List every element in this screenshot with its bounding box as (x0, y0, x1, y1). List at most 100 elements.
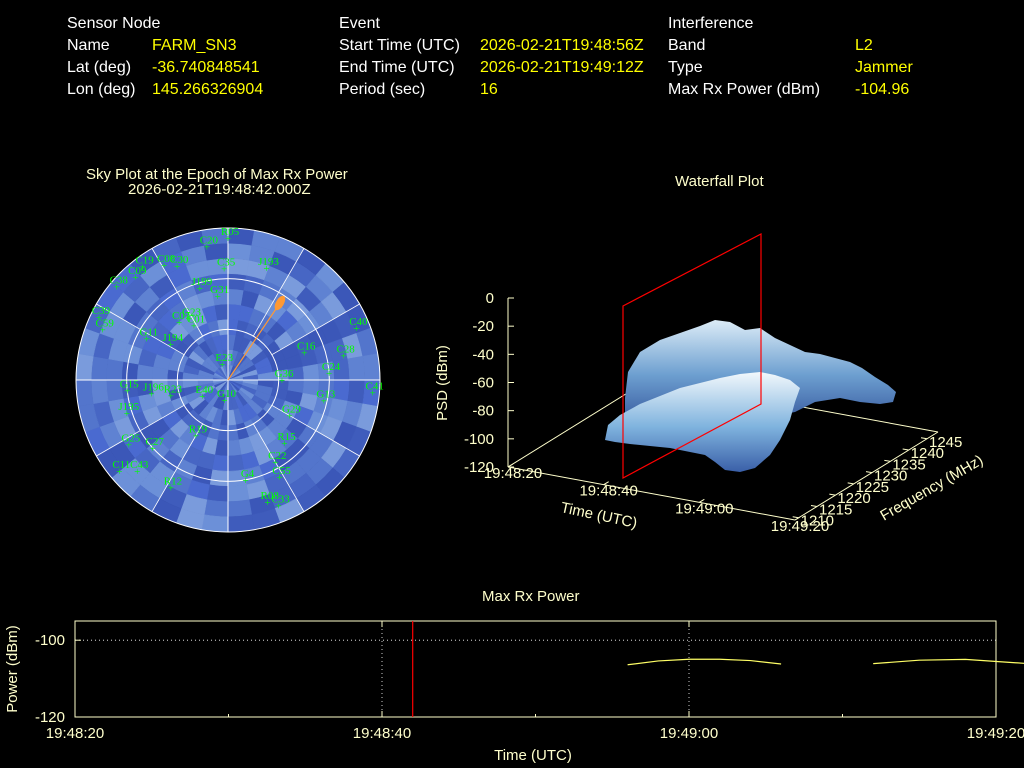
waterfall-time-tick (794, 516, 801, 521)
sky-jammer-marker (274, 295, 286, 311)
sky-satellite-label: G29 (282, 403, 301, 415)
sky-cell (75, 353, 94, 381)
sky-satellite-label: G15 (120, 379, 139, 391)
sensor-node-title: Sensor Node (67, 15, 161, 32)
sky-satellite-plus: + (96, 312, 102, 324)
waterfall-freq-tick-label: 1245 (929, 434, 962, 451)
waterfall-plot: 0-20-40-60-80-100-120 19:48:2019:48:4019… (434, 233, 986, 535)
waterfall-title: Waterfall Plot (675, 173, 764, 190)
sky-cell (362, 353, 381, 381)
interference-band-label: Band (668, 37, 706, 54)
sensor-lat-value: -36.740848541 (152, 59, 260, 76)
sky-satellite-plus: + (168, 339, 174, 351)
waterfall-z-tick-label: -20 (472, 318, 494, 335)
waterfall-time-tick (507, 463, 514, 468)
sky-satellite-plus: + (114, 282, 120, 294)
sky-satellite-plus: + (132, 272, 138, 284)
waterfall-time-ticks: 19:48:20 19:48:40 19:49:00 19:49:20 (484, 463, 829, 535)
sky-satellite-plus: + (204, 242, 210, 254)
sky-satellite-plus: + (168, 482, 174, 494)
waterfall-freq-tick (865, 471, 873, 474)
sky-satellite-plus: + (276, 472, 282, 484)
waterfall-freq-tick (847, 482, 854, 485)
power-y-ticks: -100 -120 (35, 632, 81, 726)
waterfall-freq-tick-label: 1235 (892, 456, 925, 473)
sky-satellite-plus: + (124, 386, 130, 398)
sky-cell (347, 355, 366, 381)
sky-satellite-label: R12 (164, 475, 182, 487)
sky-satellite-label: G23 (182, 306, 201, 318)
sky-satellite-plus: + (221, 395, 227, 407)
sky-cell (302, 363, 320, 381)
power-series-line (873, 658, 1024, 665)
max-power-chart: 19:48:20 19:48:40 19:49:00 19:49:20 -100 -12… (4, 620, 1024, 764)
sky-satellite-label: C41 (366, 381, 384, 393)
waterfall-freq-tick-label: 1230 (874, 468, 907, 485)
waterfall-z-tick-label: -80 (472, 403, 494, 420)
waterfall-freq-tick (902, 448, 909, 451)
sky-cell (332, 379, 350, 402)
sky-satellite-label: C38 (110, 275, 129, 287)
sky-satellite-label: C59 (96, 317, 115, 329)
sky-satellite-label: C24 (322, 361, 341, 373)
waterfall-time-tick (603, 481, 609, 486)
power-y-tick-label: -120 (35, 709, 65, 726)
waterfall-freq-tick (792, 516, 799, 519)
sky-satellite-plus: + (124, 408, 130, 420)
waterfall-z-ticks: 0 -20 -40 -60 -80 -100 -120 (464, 290, 514, 476)
sensor-name-label: Name (67, 37, 110, 54)
sky-azimuth-spoke (96, 404, 185, 457)
event-end-label: End Time (UTC) (339, 59, 455, 76)
sky-satellite-label: J194 (162, 332, 183, 344)
waterfall-freq-tick (829, 493, 836, 496)
sky-satellite-plus: + (341, 350, 347, 362)
sky-satellite-plus: + (272, 457, 278, 469)
waterfall-freq-tick (810, 504, 818, 507)
sky-satellite-label: C19 (135, 255, 154, 267)
sky-satellite-label: G13 (316, 388, 335, 400)
sky-satellite-label: C11 (112, 459, 130, 471)
power-x-tick-label: 19:48:20 (46, 725, 104, 742)
sky-satellite-label: G4 (241, 468, 255, 480)
sky-satellite-label: C55 (272, 465, 291, 477)
sky-cell (209, 469, 229, 487)
power-x-ticks: 19:48:20 19:48:40 19:49:00 19:49:20 (46, 621, 1024, 742)
waterfall-z-tick-label: -40 (472, 346, 494, 363)
sky-satellite-label: G11 (139, 327, 158, 339)
sky-satellite-plus: + (221, 264, 227, 276)
sky-satellite-plus: + (174, 261, 180, 273)
sky-satellite-label: C09 (128, 265, 147, 277)
sky-satellite-plus: + (242, 475, 248, 487)
sky-satellite-plus: + (150, 443, 156, 455)
power-x-tick-label: 19:49:00 (660, 725, 718, 742)
sky-cell (201, 514, 229, 533)
waterfall-freq-tick-label: 1210 (801, 513, 834, 530)
max-power-title: Max Rx Power (482, 588, 580, 605)
sky-satellite-label: R08 (260, 490, 279, 502)
sky-cell (203, 499, 229, 518)
sky-satellite-plus: + (197, 283, 203, 295)
sky-satellite-label: C16 (297, 340, 316, 352)
waterfall-z-tick-label: -60 (472, 375, 494, 392)
sky-satellite-plus: + (281, 438, 287, 450)
waterfall-freq-axis (794, 431, 939, 521)
sky-cell (227, 273, 247, 291)
sky-satellite-label: C35 (217, 257, 236, 269)
waterfall-time-tick-label: 19:49:00 (675, 500, 733, 517)
waterfall-xlabel: Time (UTC) (559, 499, 639, 532)
event-start-label: Start Time (UTC) (339, 37, 460, 54)
sky-cell (347, 379, 366, 405)
sky-satellite-label: C40 (349, 316, 368, 328)
sky-azimuth-spoke (271, 303, 360, 356)
sky-satellite-label: G25 (121, 432, 140, 444)
sensor-name-value: FARM_SN3 (152, 37, 237, 54)
waterfall-freq-tick-label: 1215 (819, 501, 852, 518)
sky-satellite-label: R05 (221, 226, 240, 238)
sky-plot: +R05+C20+C35+J193+C30+C08+C19+C09+C38+J1… (75, 226, 384, 533)
sky-satellite-label: G31 (210, 284, 229, 296)
sky-cell (227, 439, 242, 457)
sky-satellite-plus: + (276, 500, 282, 512)
sky-satellite-plus: + (286, 410, 292, 422)
sky-satellite-plus: + (263, 263, 269, 275)
